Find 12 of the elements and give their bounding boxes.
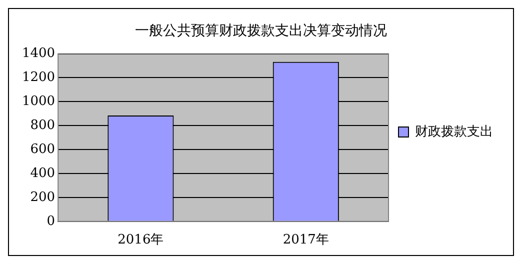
legend-label: 财政拨款支出 [415,124,493,140]
y-tick-label: 800 [30,118,56,134]
x-tick-label: 2017年 [282,232,329,248]
y-tick-label: 400 [30,166,56,181]
y-tick-label: 600 [30,142,56,157]
y-tick-label: 1000 [22,94,56,110]
y-tick-label: 1400 [22,46,56,62]
chart-title: 一般公共预算财政拨款支出决算变动情况 [135,23,387,40]
x-tick-label: 2016年 [118,232,164,248]
y-tick-label: 200 [30,190,56,205]
y-tick-label: 1200 [22,70,56,86]
y-tick-label: 0 [46,214,56,229]
